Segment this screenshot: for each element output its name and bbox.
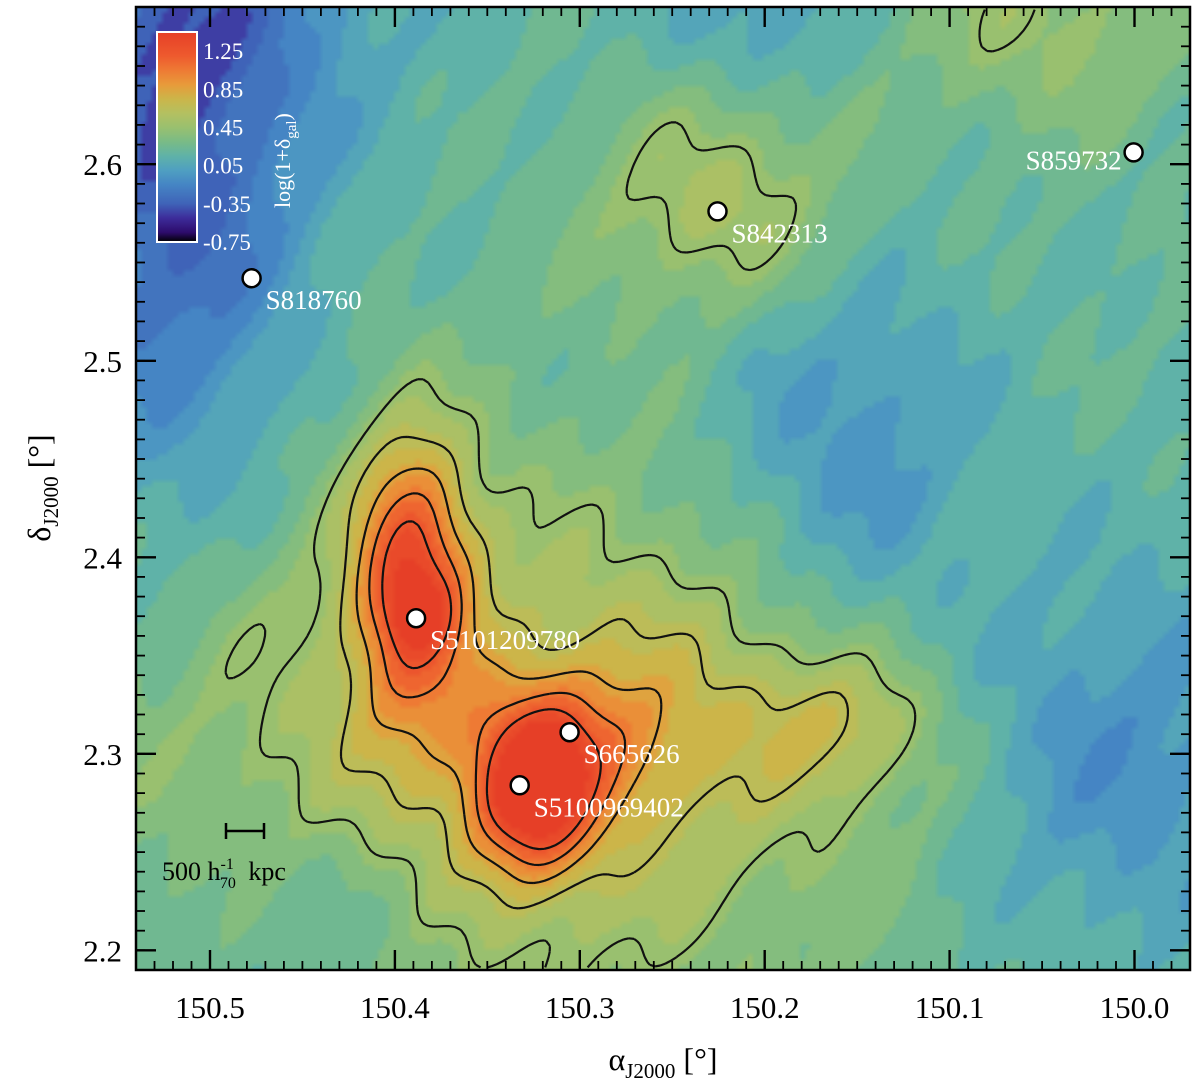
galaxy-label: S665626 (584, 739, 680, 769)
scale-bar (224, 823, 266, 839)
y-tick-label: 2.4 (83, 540, 122, 575)
contour-level (339, 435, 849, 910)
x-tick-label: 150.5 (175, 990, 245, 1025)
galaxy-marker (1123, 142, 1144, 163)
x-tick-label: 150.0 (1100, 990, 1170, 1025)
colorbar-tick-label: -0.35 (203, 192, 251, 217)
colorbar: 1.25 0.85 0.45 0.05 -0.35 -0.75 log(1+δgal) (156, 31, 300, 255)
density-contours (224, 9, 1036, 969)
colorbar-tick-label: 1.25 (203, 39, 243, 64)
x-tick-label: 150.3 (545, 990, 615, 1025)
y-tick-label: 2.2 (83, 933, 122, 968)
axis-ticks (135, 6, 1191, 971)
y-axis-title: δJ2000[°] (21, 434, 63, 541)
contour-level (381, 520, 602, 851)
galaxy-marker (509, 775, 530, 796)
y-tick-label: 2.6 (83, 147, 122, 182)
contour-level (224, 9, 1036, 969)
galaxy-marker (707, 201, 728, 222)
galaxy-marker (241, 267, 262, 289)
y-tick-label: 2.5 (83, 344, 122, 379)
y-tick-label: 2.3 (83, 737, 122, 772)
galaxy-marker (559, 721, 580, 743)
density-heatmap (136, 7, 1190, 970)
plot-frame (134, 5, 1192, 972)
colorbar-tick-label: -0.75 (203, 230, 251, 255)
galaxy-label: S842313 (732, 218, 828, 248)
galaxy-label: S5101209780 (430, 625, 580, 655)
x-tick-label: 150.4 (360, 990, 430, 1025)
colorbar-tick-label: 0.85 (203, 77, 243, 102)
colorbar-label: log(1+δgal) (270, 113, 300, 208)
colorbar-tick-labels: 1.25 0.85 0.45 0.05 -0.35 -0.75 (203, 39, 251, 255)
galaxy-markers: S818760 S842313 S859732 S5101209780 S665626 S… (241, 142, 1144, 822)
colorbar-tick-label: 0.45 (203, 116, 243, 141)
galaxy-marker (405, 607, 427, 629)
contour-level (355, 467, 663, 885)
x-tick-label: 150.2 (730, 990, 800, 1025)
contour-level (368, 492, 627, 867)
colorbar-tick-label: 0.05 (203, 154, 243, 179)
galaxy-label: S818760 (266, 285, 362, 315)
x-axis-title: αJ2000 [°] (608, 1041, 717, 1083)
plot-area (136, 7, 1190, 970)
y-axis-tick-labels: 2.2 2.3 2.4 2.5 2.6 (83, 147, 122, 968)
x-axis-tick-labels: 150.5 150.4 150.3 150.2 150.1 150.0 (175, 990, 1169, 1025)
colorbar-swatch (156, 31, 198, 243)
galaxy-label: S5100969402 (534, 792, 684, 822)
scale-bar-label: 500 h-1 70 kpc (162, 856, 286, 892)
galaxy-label: S859732 (1026, 145, 1122, 175)
x-tick-label: 150.1 (915, 990, 985, 1025)
